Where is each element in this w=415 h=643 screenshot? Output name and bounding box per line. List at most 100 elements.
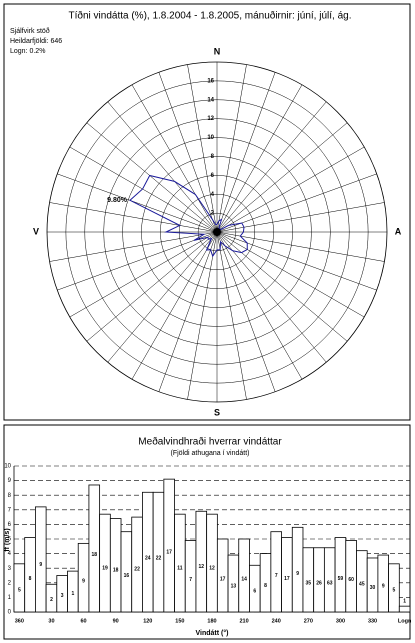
spoke <box>86 122 218 233</box>
x-tick-label: 120 <box>143 618 152 624</box>
bar <box>163 478 175 613</box>
spoke <box>216 146 365 233</box>
bar <box>99 513 111 613</box>
count-label: 8 <box>264 583 267 589</box>
y-tick-label: 3 <box>8 566 12 572</box>
count-label: 17 <box>220 576 226 582</box>
count-label: 26 <box>316 580 322 586</box>
spoke <box>216 202 385 233</box>
bar <box>109 518 122 613</box>
bar <box>206 513 218 613</box>
bar <box>35 506 47 613</box>
x-axis-label: Vindátt (°) <box>195 629 228 637</box>
count-label: 2 <box>50 597 53 603</box>
count-label: 9 <box>39 562 42 568</box>
spoke <box>216 72 276 233</box>
grid-circle <box>84 99 350 365</box>
direction-label: V <box>33 226 39 236</box>
center-dot <box>213 228 221 236</box>
rose-line <box>129 174 248 258</box>
r-tick-label: 6 <box>211 173 215 179</box>
spoke <box>49 231 218 262</box>
bar <box>281 537 293 613</box>
y-tick-label: 7 <box>8 507 12 513</box>
spoke <box>187 64 218 233</box>
direction-label: S <box>214 407 220 417</box>
x-tick-label: Logn <box>398 618 412 624</box>
y-tick-label: 1 <box>8 595 12 601</box>
count-label: 9 <box>382 584 385 590</box>
spoke <box>57 173 218 233</box>
x-tick-label: 150 <box>175 618 184 624</box>
spoke <box>216 231 348 342</box>
grid-circle <box>65 80 369 384</box>
r-tick-label: 10 <box>207 135 214 141</box>
spoke <box>216 101 327 233</box>
spoke <box>57 231 218 291</box>
count-label: 18 <box>113 567 119 573</box>
count-label: 24 <box>145 555 151 561</box>
r-tick-label: 14 <box>207 97 214 103</box>
spoke <box>216 64 247 233</box>
bar <box>152 491 165 613</box>
bar <box>195 510 208 613</box>
y-tick-label: 0 <box>8 610 12 616</box>
count-label: 19 <box>102 565 108 571</box>
y-tick-label: 6 <box>8 522 12 528</box>
note: Sjálfvirk stöð <box>10 27 50 35</box>
bar <box>388 563 400 613</box>
bar <box>398 605 411 613</box>
bar <box>291 526 304 613</box>
chart-title: Meðalvindhraði hverrar vindáttar <box>138 436 282 448</box>
x-tick-label: 90 <box>113 618 119 624</box>
count-label: 9 <box>296 571 299 577</box>
count-label: 45 <box>359 582 365 588</box>
x-tick-label: 60 <box>81 618 87 624</box>
spoke <box>69 231 218 318</box>
count-label: 9 <box>82 578 85 584</box>
count-label: 14 <box>241 576 247 582</box>
spoke <box>86 231 218 342</box>
grid-circle <box>141 156 293 308</box>
bar <box>334 537 347 613</box>
bar-panel <box>3 424 411 640</box>
bar <box>142 491 154 613</box>
count-label: 5 <box>393 588 396 594</box>
spoke <box>216 231 247 400</box>
x-tick-label: 240 <box>272 618 281 624</box>
rose-panel <box>3 3 411 421</box>
direction-label: N <box>214 46 221 56</box>
x-tick-label: 210 <box>240 618 249 624</box>
spoke <box>216 231 365 318</box>
y-tick-label: 8 <box>8 493 12 499</box>
count-label: 8 <box>29 576 32 582</box>
count-label: 17 <box>166 550 172 556</box>
r-tick-label: 4 <box>211 192 215 198</box>
y-tick-label: 5 <box>8 537 12 543</box>
chart-title: Tíðni vindátta (%), 1.8.2004 - 1.8.2005,… <box>69 10 352 22</box>
spoke <box>49 202 218 233</box>
count-label: 1 <box>71 591 74 597</box>
y-tick-label: 9 <box>8 478 12 484</box>
spoke <box>69 146 218 233</box>
x-tick-label: 30 <box>48 618 54 624</box>
count-label: 35 <box>306 580 312 586</box>
spoke <box>216 173 377 233</box>
spoke <box>107 101 218 233</box>
count-label: 59 <box>338 576 344 582</box>
count-label: 22 <box>156 555 162 561</box>
grid-circle <box>103 118 331 346</box>
chart-subtitle: (Fjöldi athugana í vindátt) <box>171 450 250 457</box>
spoke <box>216 231 276 392</box>
count-label: 63 <box>327 580 333 586</box>
count-label: 13 <box>231 584 237 590</box>
direction-label: A <box>395 226 402 236</box>
count-label: 11 <box>177 565 183 571</box>
count-label: 7 <box>275 573 278 579</box>
count-label: 1 <box>403 598 406 604</box>
spoke <box>216 122 348 233</box>
spoke <box>216 84 303 233</box>
note: Heildarfjöldi: 646 <box>10 38 62 45</box>
bar <box>88 484 101 613</box>
